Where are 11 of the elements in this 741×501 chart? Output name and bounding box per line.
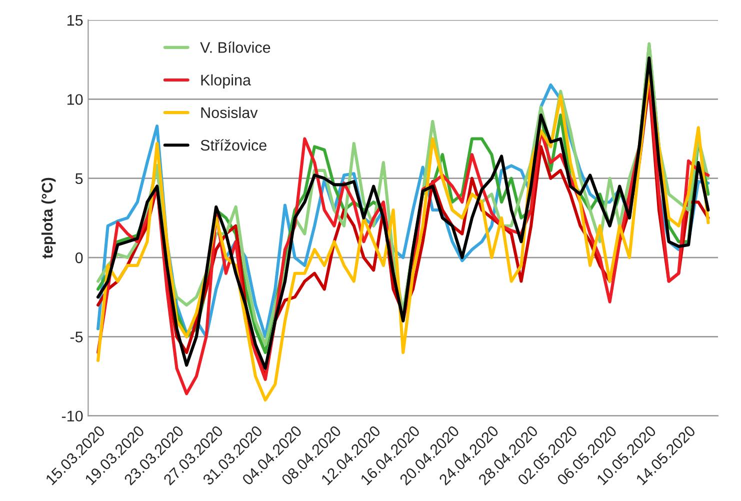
y-tick-label: -10 xyxy=(62,410,83,422)
y-tick-label: -5 xyxy=(70,332,83,342)
y-tick-label: 15 xyxy=(67,15,83,26)
y-tick-label: 5 xyxy=(75,173,83,184)
legend-label: Střížovice xyxy=(200,139,266,151)
legend-label: Klopina xyxy=(201,74,252,89)
legend-label: Nosislav xyxy=(201,106,258,118)
legend-label: V. Bílovice xyxy=(200,42,270,53)
y-tick-label: 0 xyxy=(75,252,83,264)
y-tick-label: 10 xyxy=(67,94,83,105)
y-axis-title: teplota (°C) xyxy=(41,178,56,259)
